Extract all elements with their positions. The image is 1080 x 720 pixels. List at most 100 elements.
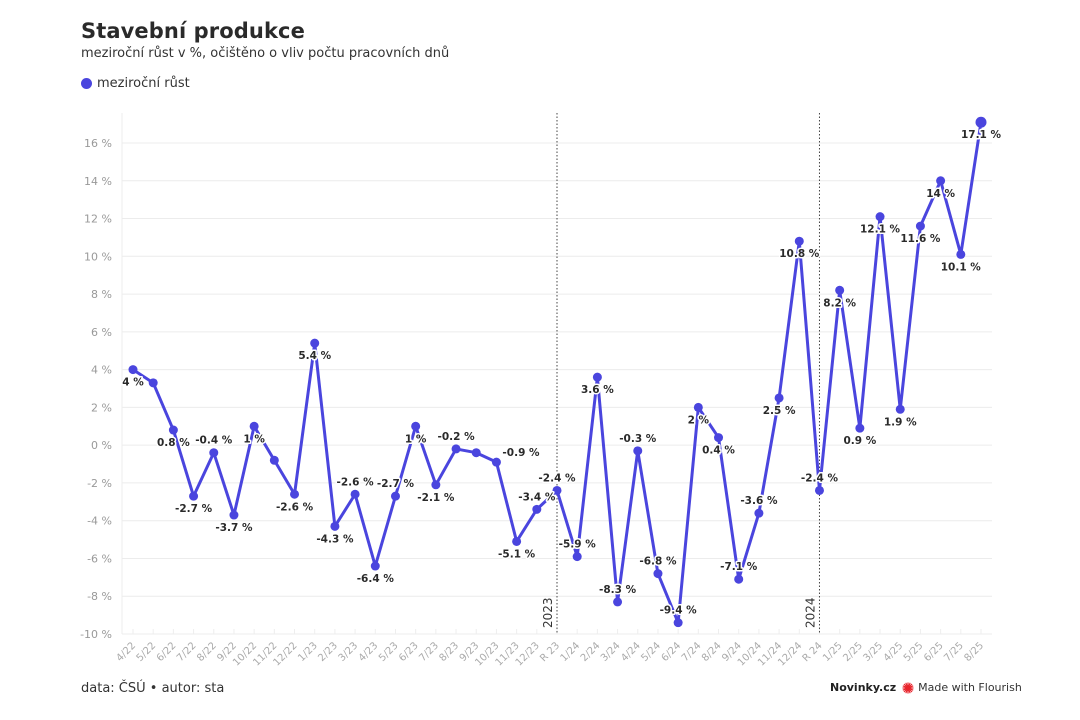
- x-tick-label: 8/24: [700, 640, 724, 664]
- data-label: 17.1 %: [961, 129, 1002, 141]
- x-tick-label: 4/25: [882, 640, 906, 664]
- x-tick-label: 4/23: [357, 640, 381, 664]
- data-point: [653, 569, 663, 579]
- year-divider-label: 2024: [803, 597, 817, 628]
- x-tick-label: 5/23: [377, 640, 401, 664]
- x-tick-label: 7/24: [680, 640, 704, 664]
- x-tick-label: 8/23: [438, 640, 462, 664]
- data-point: [512, 536, 522, 546]
- data-point: [532, 504, 542, 514]
- x-tick-label: 8/25: [962, 640, 986, 664]
- data-point: [310, 338, 320, 348]
- x-tick-label: 7/25: [942, 640, 966, 664]
- x-tick-label: 6/22: [155, 640, 179, 664]
- y-tick-label: 14 %: [84, 175, 112, 188]
- x-tick-label: 2/24: [579, 640, 603, 664]
- x-tick-label: 3/23: [337, 640, 361, 664]
- data-point: [814, 485, 824, 495]
- data-point: [633, 446, 643, 456]
- data-point: [673, 618, 683, 628]
- data-label: -5.9 %: [559, 539, 597, 551]
- data-point: [168, 425, 178, 435]
- y-tick-label: -4 %: [87, 515, 112, 528]
- x-tick-label: 1/25: [821, 640, 845, 664]
- x-tick-label: 6/25: [922, 640, 946, 664]
- data-point: [936, 176, 946, 186]
- data-label: -0.2 %: [437, 431, 475, 443]
- x-tick-label: 5/25: [902, 640, 926, 664]
- y-tick-label: 10 %: [84, 250, 112, 263]
- year-divider-label: 2023: [541, 597, 555, 628]
- data-point: [875, 212, 885, 222]
- legend-label: meziroční růst: [97, 76, 190, 91]
- y-tick-label: -6 %: [87, 552, 112, 565]
- data-point: [895, 404, 905, 414]
- data-point: [714, 433, 724, 443]
- data-point: [431, 480, 441, 490]
- legend: meziroční růst: [81, 76, 190, 91]
- brand-label[interactable]: Novinky.cz: [830, 681, 897, 694]
- data-label: -6.8 %: [639, 556, 677, 568]
- chart-subtitle: meziroční růst v %, očištěno o vliv počt…: [81, 46, 450, 61]
- data-point: [794, 236, 804, 246]
- data-point: [734, 574, 744, 584]
- made-with-flourish-link[interactable]: Made with Flourish: [918, 681, 1022, 694]
- data-label: -6.4 %: [357, 573, 395, 585]
- data-point: [855, 423, 865, 433]
- legend-dot-icon: [81, 78, 92, 89]
- data-label: 1 %: [243, 433, 265, 445]
- x-tick-label: 1/24: [559, 640, 583, 664]
- data-point: [128, 365, 138, 375]
- data-label: -3.4 %: [518, 491, 556, 503]
- data-point: [835, 285, 845, 295]
- data-point: [956, 249, 966, 259]
- x-tick-label: 4/24: [619, 640, 643, 664]
- data-point: [592, 372, 602, 382]
- x-tick-label: 1/23: [296, 640, 320, 664]
- data-label: -4.3 %: [316, 533, 354, 545]
- data-label: -2.7 %: [377, 478, 415, 490]
- x-tick-label: 7/22: [175, 640, 199, 664]
- x-tick-label: 3/24: [599, 640, 623, 664]
- data-label: -5.1 %: [498, 548, 536, 560]
- data-point: [915, 221, 925, 231]
- x-tick-label: R 23: [538, 640, 562, 664]
- data-point: [552, 485, 562, 495]
- data-point: [290, 489, 300, 499]
- chart-title: Stavební produkce: [81, 19, 305, 43]
- x-tick-label: R 24: [801, 640, 825, 664]
- data-label: 3.6 %: [581, 384, 614, 396]
- x-tick-label: 2/23: [316, 640, 340, 664]
- y-tick-label: 16 %: [84, 137, 112, 150]
- data-label: -2.4 %: [801, 472, 839, 484]
- data-point: [209, 448, 219, 458]
- data-point: [189, 491, 199, 501]
- data-point: [693, 402, 703, 412]
- data-point: [249, 421, 259, 431]
- data-label: -0.9 %: [502, 447, 540, 459]
- x-tick-label: 4/22: [114, 640, 138, 664]
- footer-source: data: ČSÚ • autor: sta: [81, 681, 225, 696]
- data-point: [754, 508, 764, 518]
- x-tick-label: 2/25: [841, 640, 865, 664]
- data-label: 11.6 %: [900, 233, 941, 245]
- data-point: [411, 421, 421, 431]
- data-label: 10.8 %: [779, 248, 820, 260]
- x-tick-label: 6/23: [397, 640, 421, 664]
- data-label: -8.3 %: [599, 584, 637, 596]
- data-label: 8.2 %: [823, 297, 856, 309]
- data-label: -2.6 %: [276, 501, 314, 513]
- data-point: [269, 455, 279, 465]
- data-label: -2.4 %: [538, 472, 576, 484]
- footer-branding[interactable]: Novinky.cz Made with Flourish: [830, 681, 1022, 694]
- data-label: 0.4 %: [702, 445, 735, 457]
- data-point: [330, 521, 340, 531]
- y-tick-label: 6 %: [91, 326, 112, 339]
- data-point: [572, 552, 582, 562]
- data-label: 1 %: [405, 433, 427, 445]
- x-tick-label: 5/22: [135, 640, 159, 664]
- data-point: [451, 444, 461, 454]
- data-point: [774, 393, 784, 403]
- y-tick-label: 8 %: [91, 288, 112, 301]
